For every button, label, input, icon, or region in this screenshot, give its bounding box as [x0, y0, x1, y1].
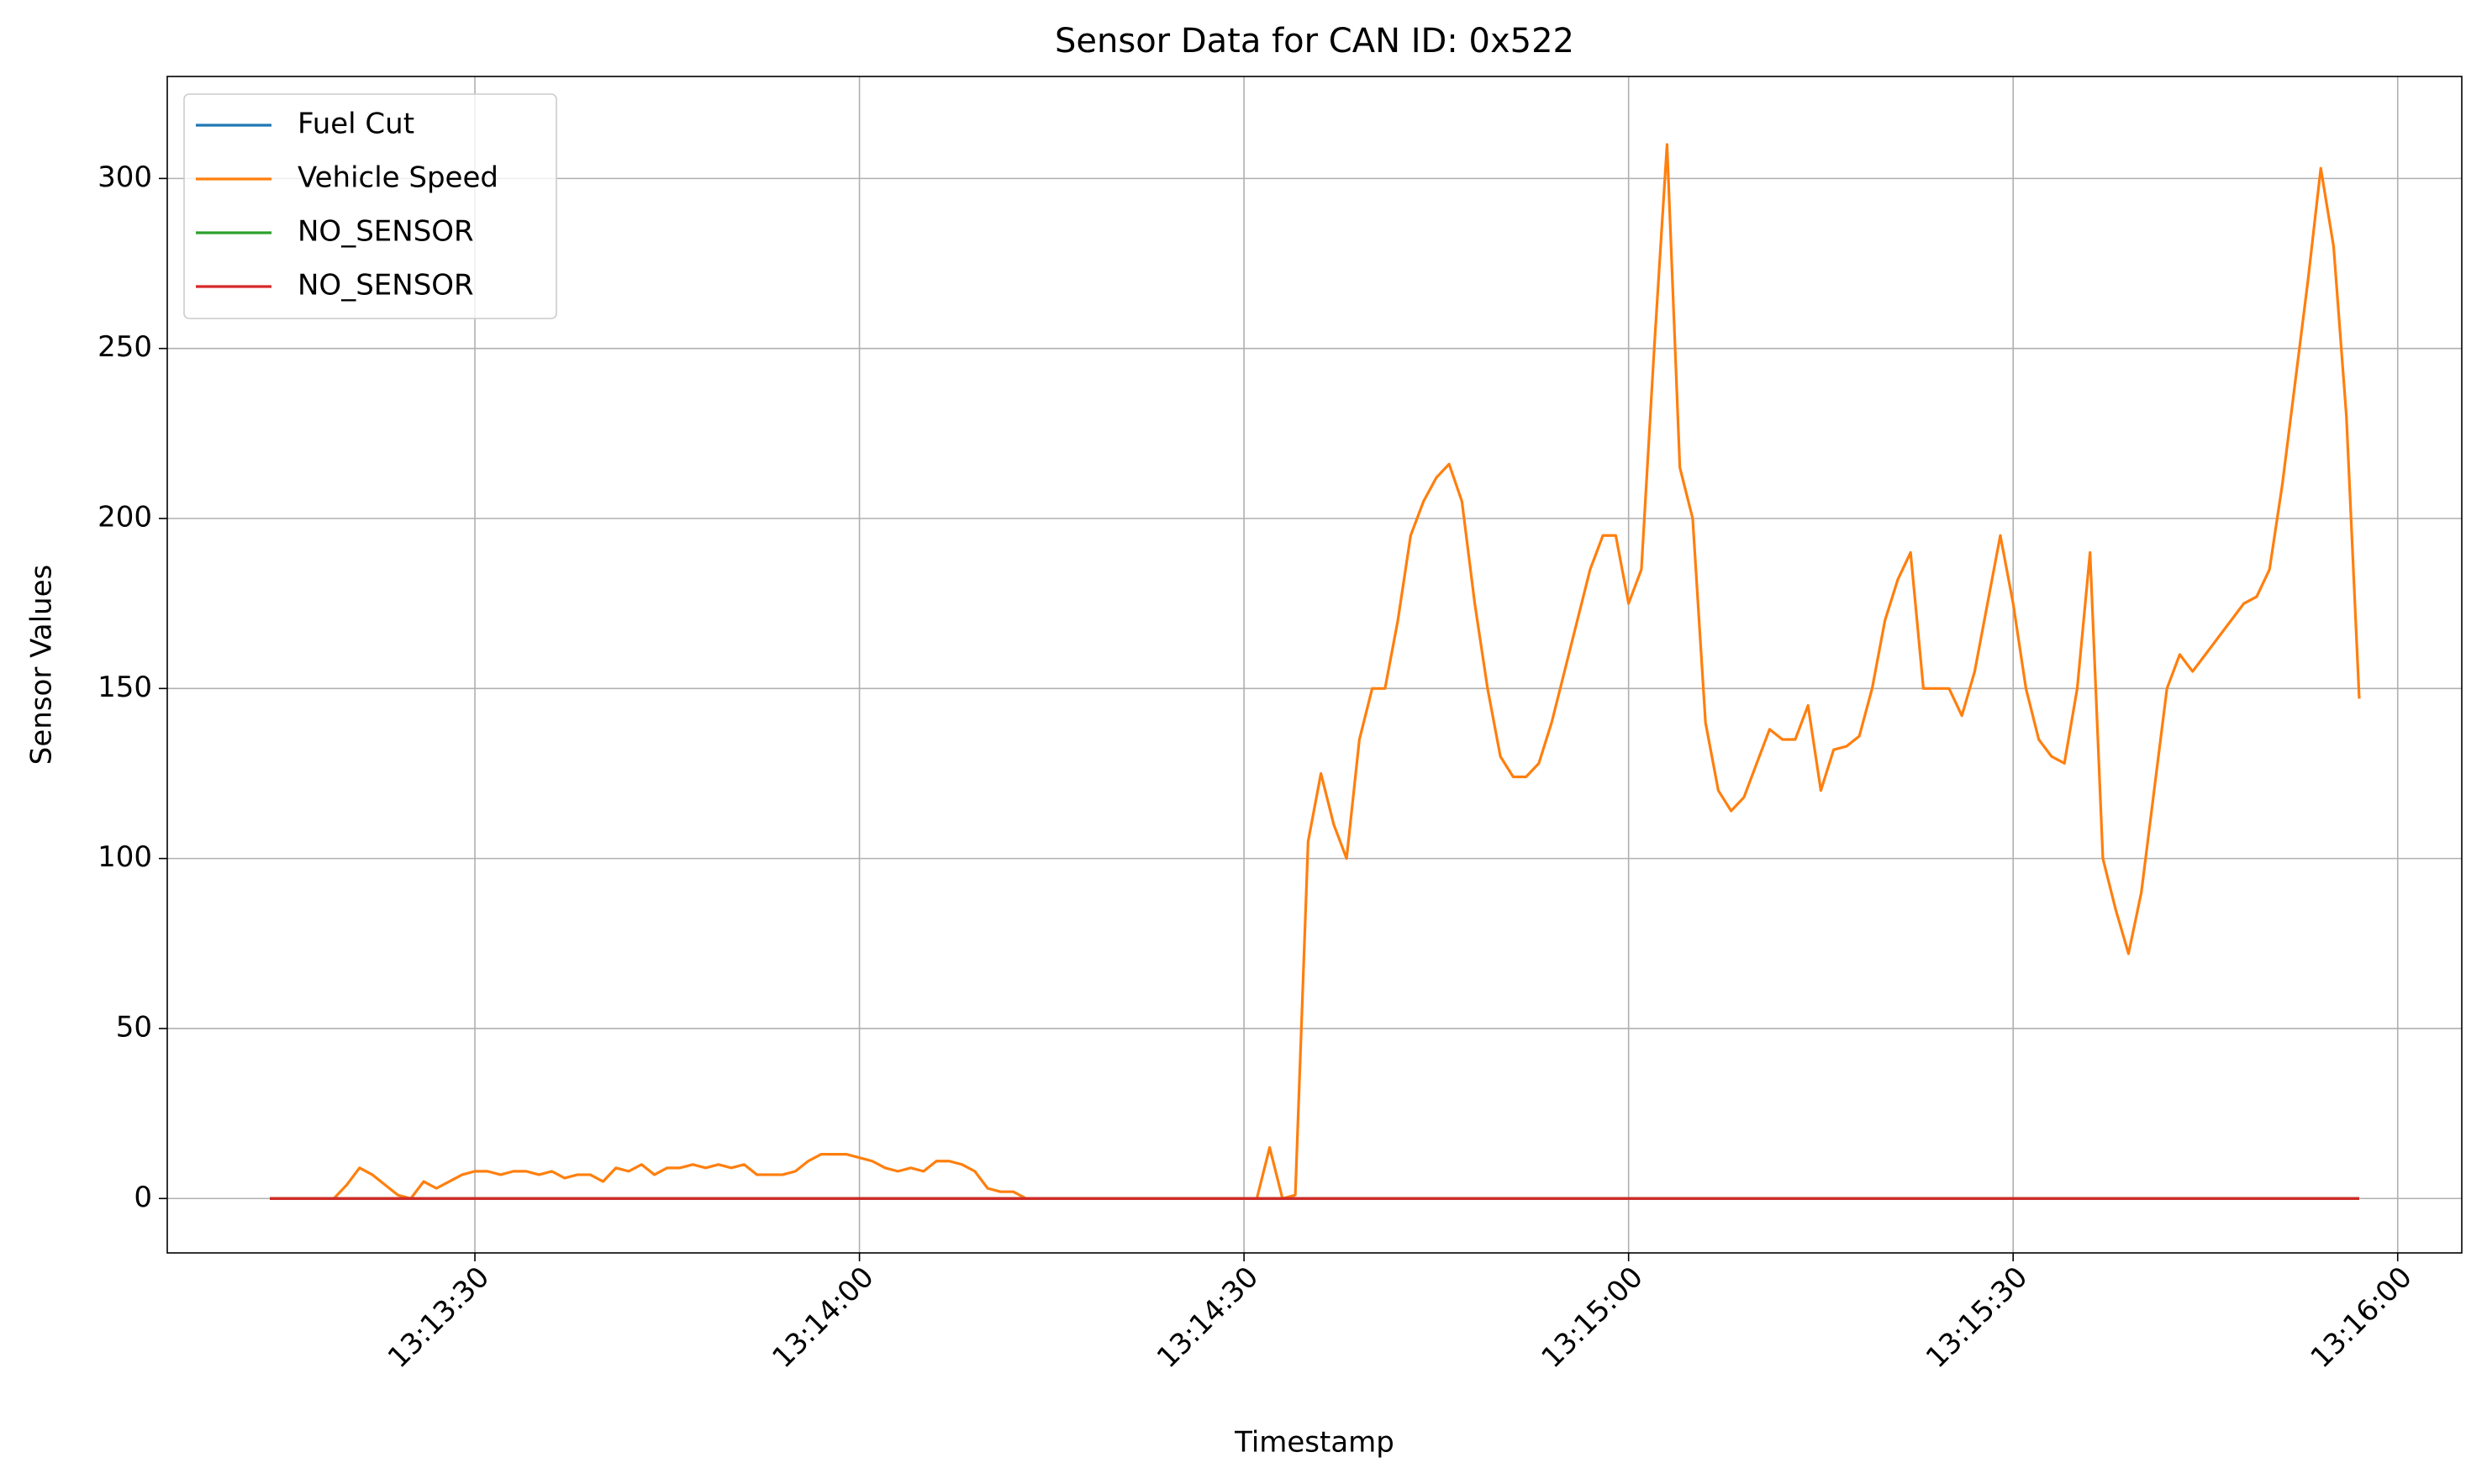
x-tick-label: 13:15:30 — [1920, 1260, 2034, 1375]
legend-label: NO_SENSOR — [298, 269, 474, 303]
legend-box — [183, 93, 557, 319]
x-tick-label: 13:14:00 — [766, 1260, 880, 1375]
y-tick-label: 0 — [134, 1181, 152, 1214]
x-tick-label: 13:13:30 — [382, 1260, 496, 1375]
x-axis-label: Timestamp — [1234, 1426, 1394, 1460]
series-line — [270, 143, 2361, 1200]
x-tick-label: 13:15:00 — [1535, 1260, 1649, 1375]
legend-label: Fuel Cut — [298, 108, 414, 141]
y-tick-label: 200 — [97, 501, 152, 534]
x-tick-label: 13:16:00 — [2305, 1260, 2419, 1375]
legend-label: Vehicle Speed — [298, 161, 498, 195]
legend-label: NO_SENSOR — [298, 215, 474, 249]
y-tick-label: 250 — [97, 330, 152, 364]
y-tick-label: 50 — [116, 1010, 152, 1044]
y-tick-label: 300 — [97, 161, 152, 194]
chart-title: Sensor Data for CAN ID: 0x522 — [1055, 22, 1574, 61]
plot-frame — [166, 76, 2463, 1254]
x-tick-label: 13:14:30 — [1151, 1260, 1265, 1375]
y-tick-label: 100 — [97, 840, 152, 874]
y-tick-label: 150 — [97, 671, 152, 704]
y-axis-label: Sensor Values — [25, 565, 59, 765]
